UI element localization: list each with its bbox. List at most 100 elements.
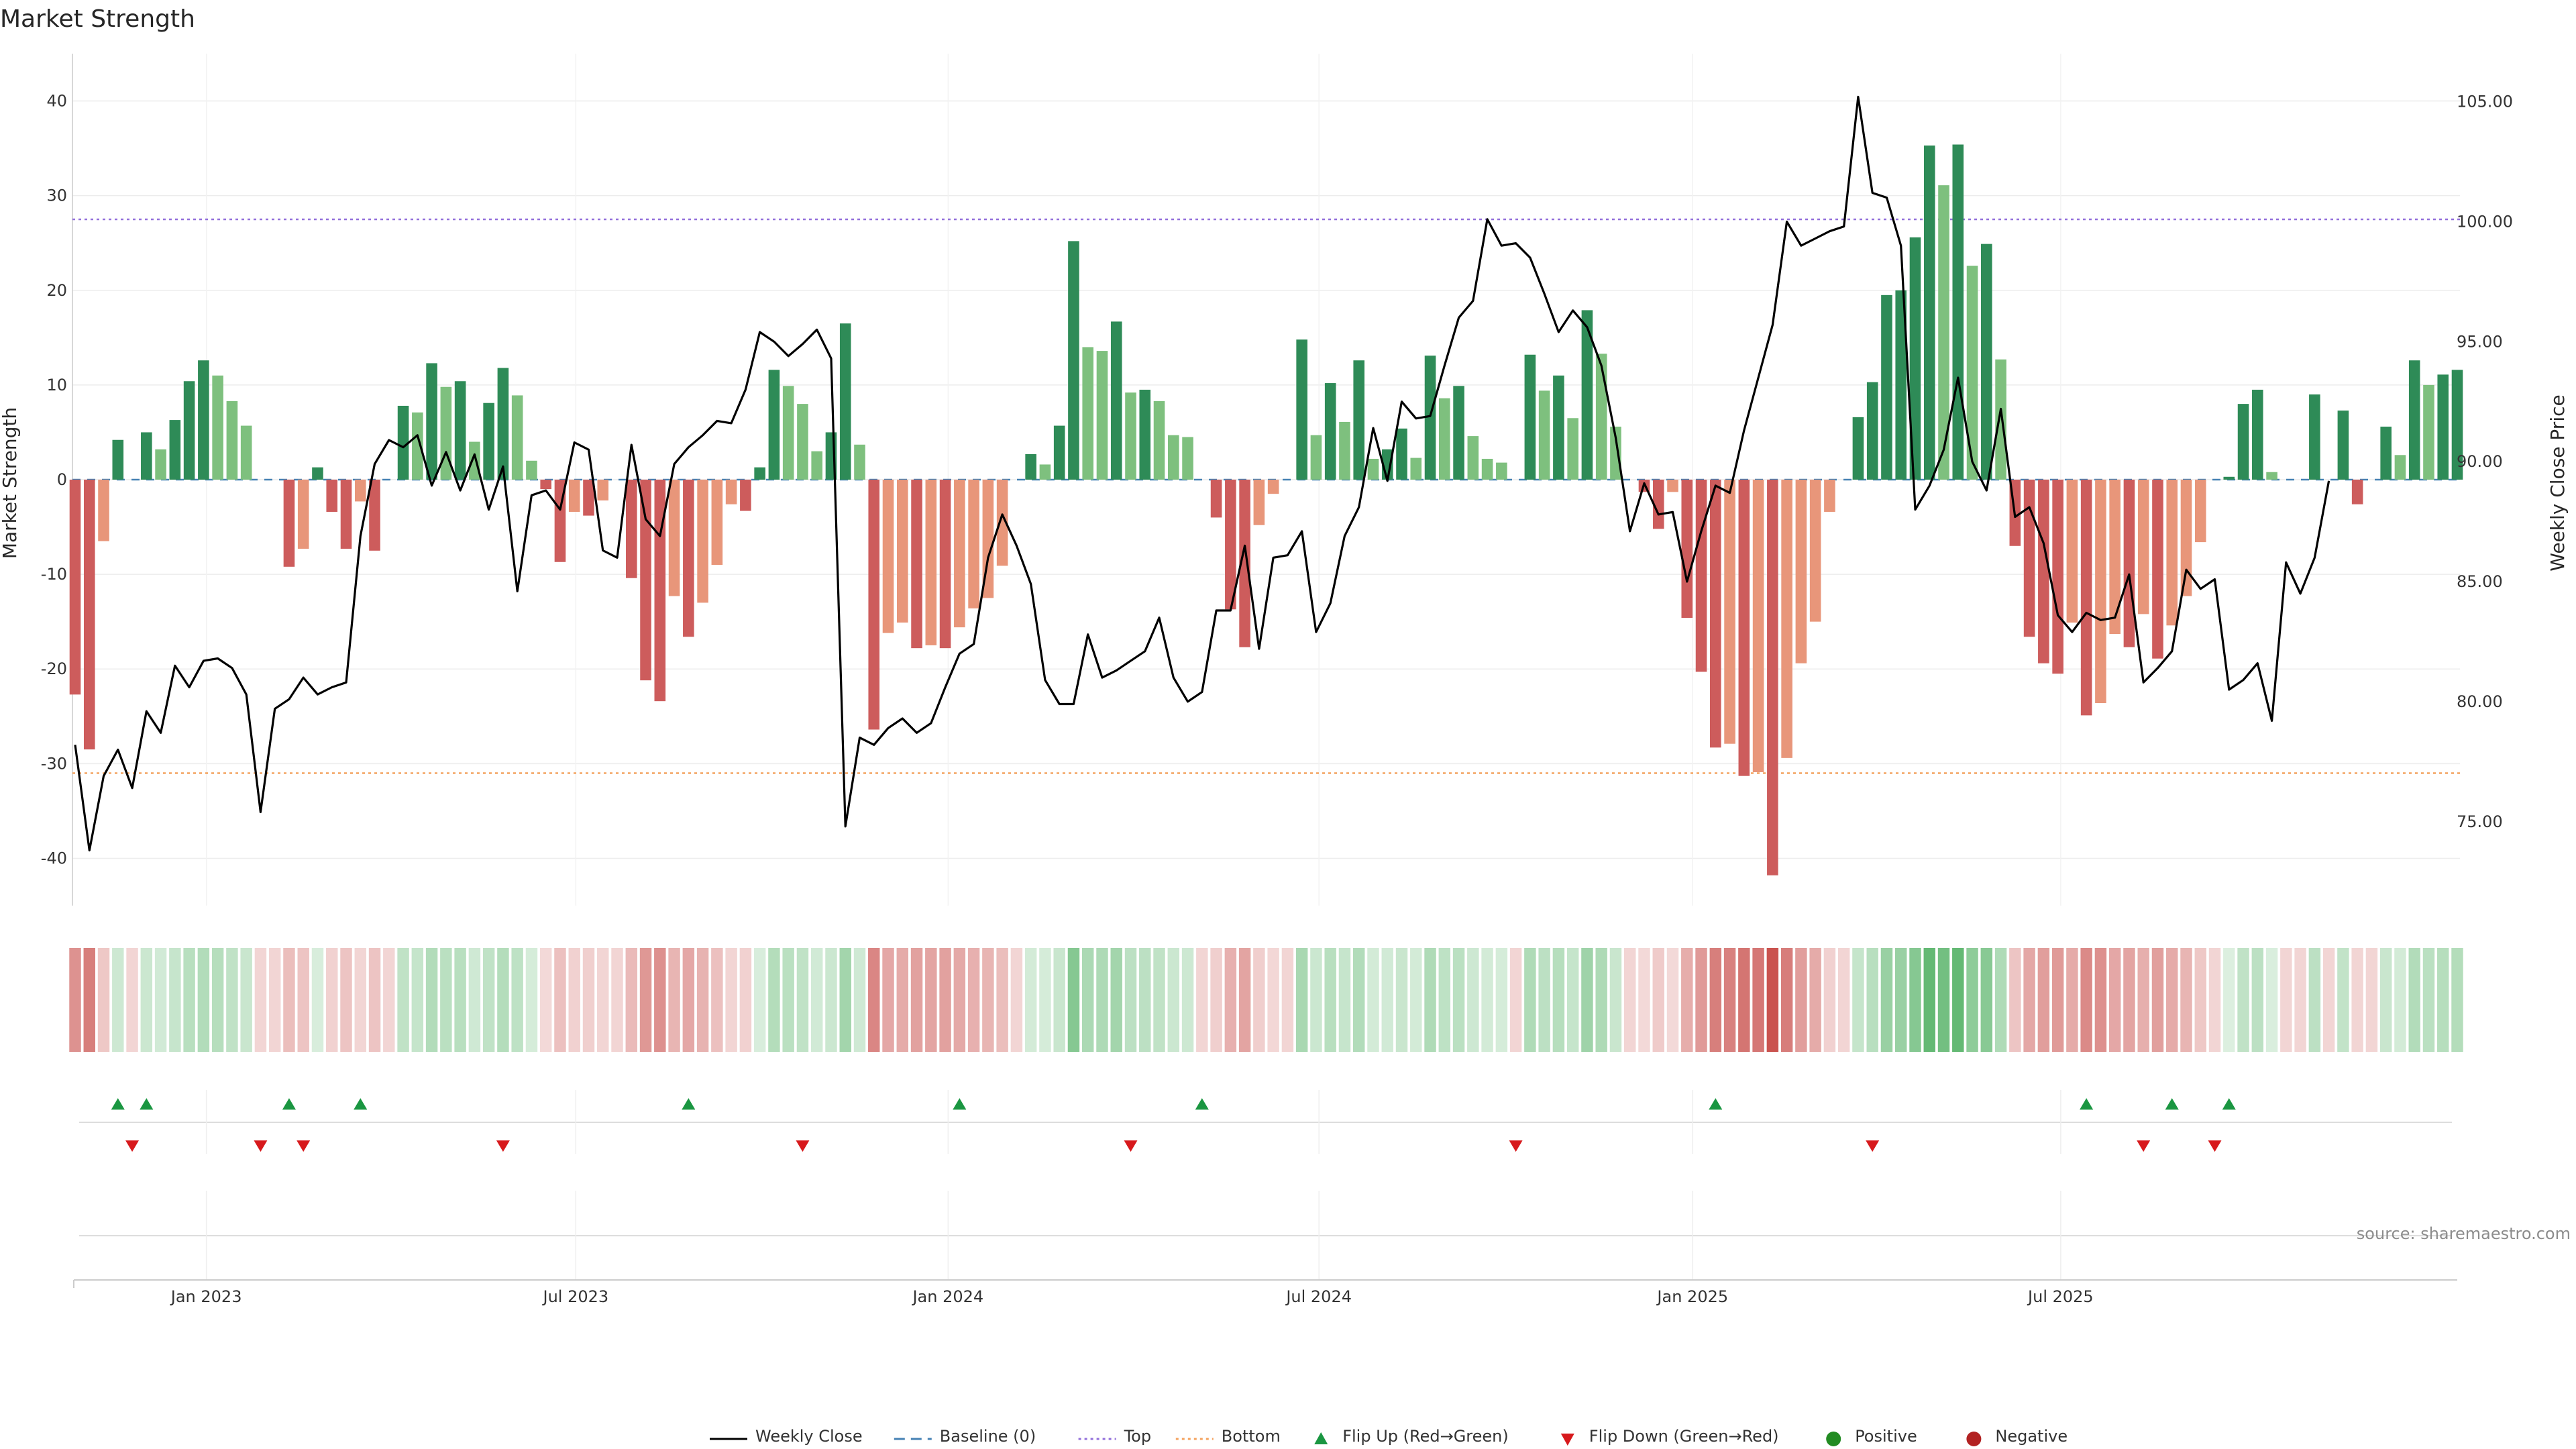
positive-strength-bar [1952, 144, 1964, 480]
flip-up-marker [111, 1098, 125, 1110]
heat-strip-cell [2151, 948, 2164, 1052]
negative-strength-bar [2052, 480, 2063, 674]
legend-flip-down-icon [1560, 1434, 1574, 1446]
heat-strip-cell [1367, 948, 1379, 1052]
heat-strip-cell [953, 948, 966, 1052]
heat-strip-cell [1324, 948, 1336, 1052]
positive-strength-bar [1310, 435, 1322, 480]
heat-strip-cell [711, 948, 723, 1052]
flip-markers [79, 1090, 2452, 1154]
heat-strip-cell [1053, 948, 1065, 1052]
negative-strength-bar [2109, 480, 2121, 635]
positive-strength-bar [839, 323, 851, 480]
heat-strip-cell [1952, 948, 1964, 1052]
negative-strength-bar [2180, 480, 2192, 596]
right-axis-title: Weekly Close Price [2546, 394, 2569, 571]
legend-flip-down-label: Flip Down (Green→Red) [1589, 1427, 1779, 1446]
heat-strip-cell [1281, 948, 1294, 1052]
left-tick-label: 30 [46, 186, 67, 205]
heat-strip-cell [383, 948, 395, 1052]
flip-up-marker [2222, 1098, 2236, 1110]
heat-strip-cell [2166, 948, 2178, 1052]
positive-strength-bar [1524, 354, 1536, 480]
negative-strength-bar [939, 480, 951, 649]
flip-up-marker [2165, 1098, 2179, 1110]
heat-strip-cell [1338, 948, 1351, 1052]
heat-strip-cell [1181, 948, 1194, 1052]
negative-strength-bar [668, 480, 680, 596]
flip-down-marker [297, 1140, 311, 1152]
legend: Weekly Close Baseline (0) Top Bottom Flip Up… [710, 1427, 2068, 1446]
negative-strength-bar [1738, 480, 1750, 776]
positive-strength-bar [2437, 374, 2449, 480]
heat-strip-cell [2051, 948, 2064, 1052]
heat-strip-cell [1666, 948, 1679, 1052]
negative-strength-bar [2095, 480, 2106, 704]
heat-strip-cell [226, 948, 238, 1052]
right-tick-label: 95.00 [2457, 332, 2503, 351]
heat-strip-cell [283, 948, 295, 1052]
positive-strength-bar [782, 386, 794, 480]
heat-strip-cell [2137, 948, 2149, 1052]
heat-strip-cell [739, 948, 752, 1052]
positive-strength-bar [526, 460, 537, 480]
heat-strip-cell [796, 948, 809, 1052]
heat-strip-cell [1581, 948, 1593, 1052]
negative-strength-bar [326, 480, 338, 512]
heat-strip [69, 948, 2463, 1052]
flip-down-marker [254, 1140, 268, 1152]
positive-strength-bar [226, 400, 238, 480]
flip-up-marker [1709, 1098, 1723, 1110]
heat-strip-cell [1295, 948, 1308, 1052]
negative-strength-bar [1652, 480, 1664, 529]
heat-strip-cell [2351, 948, 2363, 1052]
heat-strip-cell [140, 948, 153, 1052]
negative-strength-bar [654, 480, 666, 702]
heat-strip-cell [1780, 948, 1793, 1052]
positive-strength-bar [854, 444, 865, 480]
heat-strip-cell [326, 948, 338, 1052]
left-tick-label: 10 [46, 376, 67, 394]
heat-strip-cell [183, 948, 195, 1052]
negative-strength-bar [1724, 480, 1735, 744]
heat-strip-cell [254, 948, 267, 1052]
heat-strip-cell [425, 948, 438, 1052]
positive-strength-bar [1981, 244, 1992, 480]
heat-strip-cell [2066, 948, 2078, 1052]
heat-strip-cell [625, 948, 637, 1052]
positive-strength-bar [2408, 360, 2420, 480]
right-tick-label: 80.00 [2457, 692, 2503, 711]
heat-strip-cell [2308, 948, 2321, 1052]
legend-weekly-close-label: Weekly Close [755, 1427, 863, 1446]
heat-strip-cell [83, 948, 95, 1052]
left-tick-label: 0 [57, 470, 67, 489]
negative-strength-bar [1781, 480, 1792, 758]
positive-strength-bar [797, 404, 808, 480]
positive-strength-bar [1995, 359, 2006, 480]
legend-top-label: Top [1124, 1427, 1152, 1446]
heat-strip-cell [1167, 948, 1180, 1052]
heat-strip-cell [925, 948, 937, 1052]
heat-strip-cell [2265, 948, 2278, 1052]
heat-strip-cell [1410, 948, 1422, 1052]
negative-strength-bar [711, 480, 723, 565]
positive-strength-bar [454, 381, 466, 480]
negative-strength-bar [83, 480, 95, 750]
positive-strength-bar [1068, 241, 1079, 480]
heat-strip-cell [240, 948, 252, 1052]
positive-strength-bar [1167, 435, 1179, 480]
flip-down-marker [2137, 1140, 2151, 1152]
heat-strip-cell [2094, 948, 2107, 1052]
heat-strip-cell [2037, 948, 2050, 1052]
heat-strip-cell [2009, 948, 2021, 1052]
heat-strip-cell [582, 948, 595, 1052]
heat-strip-cell [882, 948, 894, 1052]
negative-strength-bar [697, 480, 708, 603]
negative-strength-bar [69, 480, 81, 695]
positive-strength-bar [768, 370, 780, 480]
heat-strip-cell [1124, 948, 1137, 1052]
negative-strength-bar [98, 480, 109, 541]
heat-strip-cell [967, 948, 980, 1052]
positive-strength-bar [1139, 389, 1151, 480]
positive-strength-bar [2394, 455, 2406, 480]
